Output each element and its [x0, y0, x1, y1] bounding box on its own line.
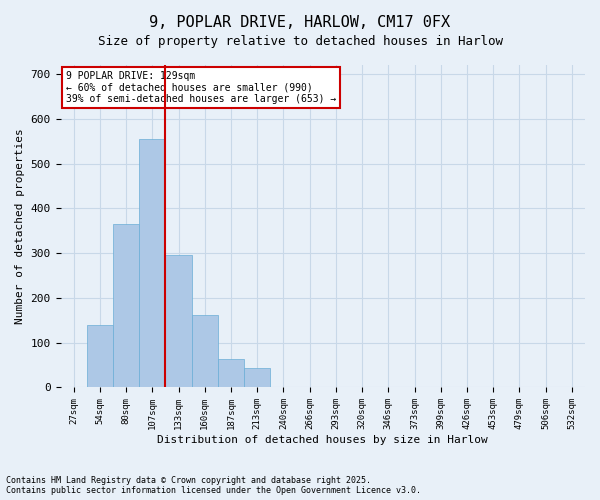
Text: 9 POPLAR DRIVE: 129sqm
← 60% of detached houses are smaller (990)
39% of semi-de: 9 POPLAR DRIVE: 129sqm ← 60% of detached… [66, 70, 337, 104]
Bar [87, 325, 113, 388]
X-axis label: Distribution of detached houses by size in Harlow: Distribution of detached houses by size … [157, 435, 488, 445]
Bar [191, 316, 218, 388]
Text: Contains HM Land Registry data © Crown copyright and database right 2025.
Contai: Contains HM Land Registry data © Crown c… [6, 476, 421, 495]
Bar [244, 368, 271, 388]
Bar [218, 360, 244, 388]
Bar [139, 140, 166, 388]
Text: 9, POPLAR DRIVE, HARLOW, CM17 0FX: 9, POPLAR DRIVE, HARLOW, CM17 0FX [149, 15, 451, 30]
Bar [113, 224, 139, 388]
Y-axis label: Number of detached properties: Number of detached properties [15, 128, 25, 324]
Bar [166, 255, 191, 388]
Text: Size of property relative to detached houses in Harlow: Size of property relative to detached ho… [97, 35, 503, 48]
